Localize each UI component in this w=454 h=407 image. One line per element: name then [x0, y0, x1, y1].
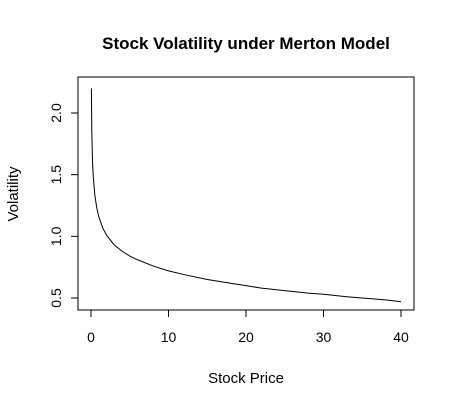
y-tick-label: 2.0: [48, 103, 64, 123]
x-tick-label: 10: [161, 329, 177, 345]
x-tick-label: 20: [238, 329, 254, 345]
series-line: [90, 88, 402, 303]
y-tick-label: 1.0: [48, 226, 64, 246]
chart-title: Stock Volatility under Merton Model: [102, 34, 390, 53]
y-axis: 0.5 1.0 1.5 2.0: [48, 103, 78, 308]
x-tick-label: 40: [393, 329, 409, 345]
x-axis: 0 10 20 30 40: [87, 310, 409, 345]
x-axis-label: Stock Price: [208, 370, 284, 387]
x-tick-label: 30: [316, 329, 332, 345]
y-axis-label: Volatility: [5, 166, 22, 222]
y-tick-label: 1.5: [48, 165, 64, 185]
plot-frame: [77, 76, 415, 311]
y-tick-label: 0.5: [48, 288, 64, 308]
x-tick-label: 0: [87, 329, 95, 345]
